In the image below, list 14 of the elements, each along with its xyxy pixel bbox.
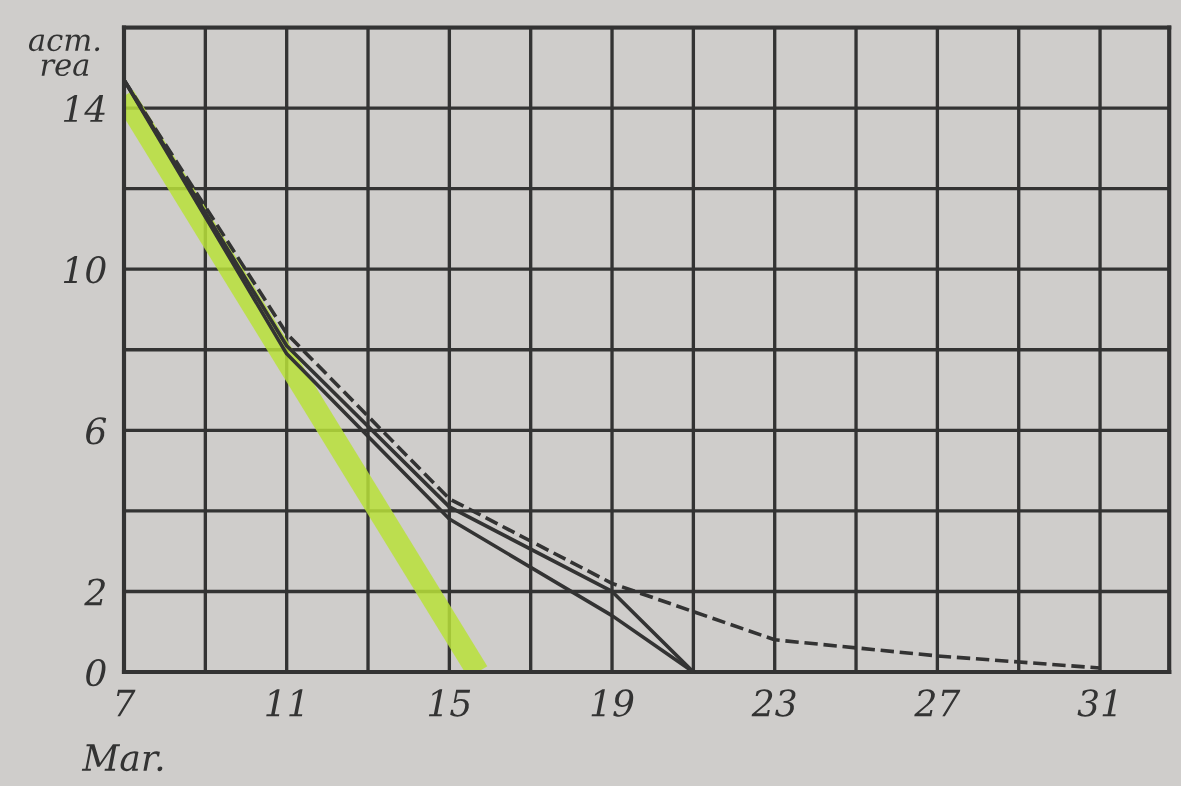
x-tick-label: 11 [266, 689, 303, 717]
x-tick-label: 7 [116, 689, 136, 717]
y-tick-label: 2 [84, 578, 105, 606]
x-tick-label: 23 [751, 689, 796, 717]
x-tick-label: 15 [428, 689, 471, 717]
y-tick-label: 0 [86, 658, 106, 687]
y-tick-label: 10 [63, 256, 106, 284]
y-tick-label: 6 [86, 417, 107, 445]
x-tick-label: 27 [914, 689, 961, 717]
y-axis-title: acm. rea [28, 34, 100, 77]
x-tick-label: 19 [591, 689, 634, 717]
y-tick-label: 14 [63, 94, 105, 122]
x-tick-label: 31 [1077, 689, 1116, 717]
x-axis-title: Mar. [81, 744, 163, 772]
